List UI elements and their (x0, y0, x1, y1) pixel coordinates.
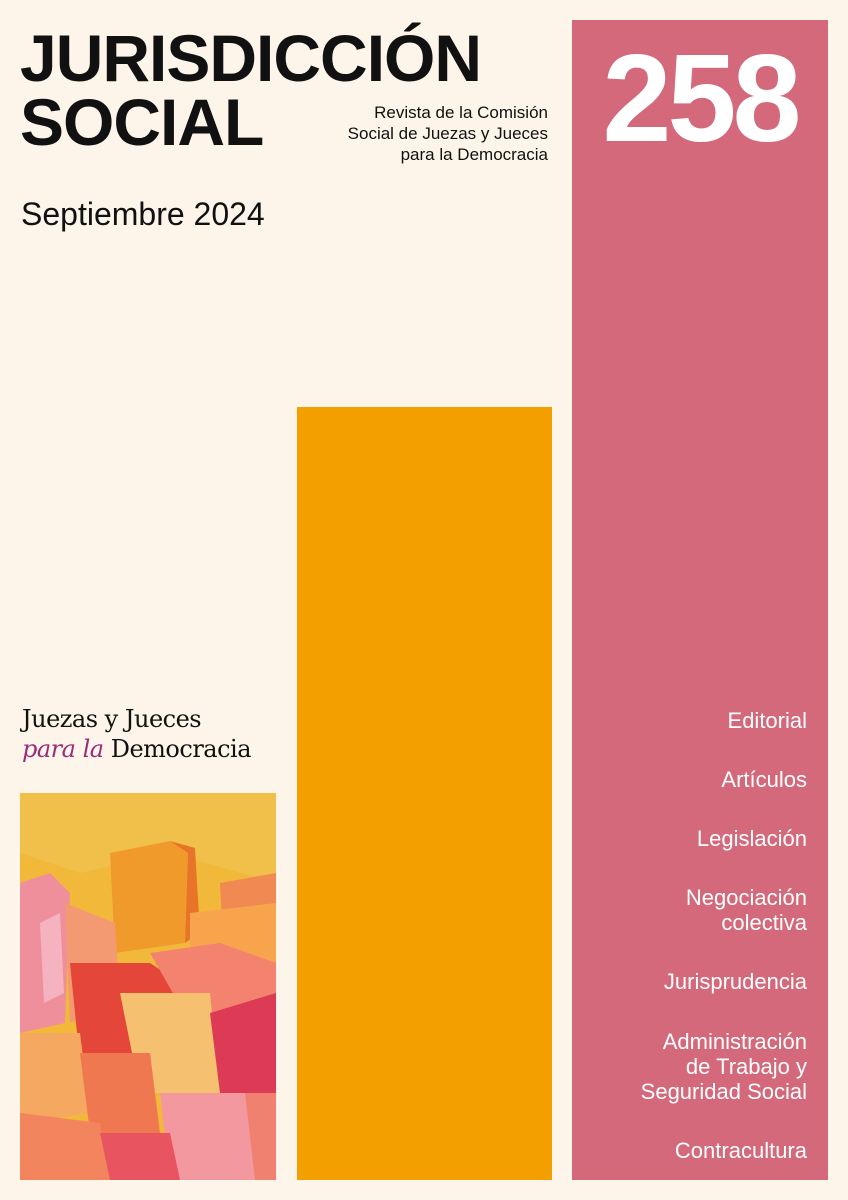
section-line: de Trabajo y (685, 1054, 807, 1079)
subtitle-line: para la Democracia (400, 145, 548, 164)
issue-panel (572, 20, 828, 1180)
logo-word: Democracia (110, 735, 252, 763)
logo-italic: para la (22, 735, 104, 763)
section[interactable]: Editorial (728, 708, 807, 733)
section[interactable]: Contracultura (675, 1138, 807, 1163)
section-line: Legislación (696, 826, 807, 851)
issue-number: 258 (602, 30, 802, 168)
section-line: Administración (662, 1029, 807, 1054)
subtitle-line: Revista de la Comisión (374, 103, 548, 122)
section[interactable]: Artículos (721, 767, 807, 792)
section-line: Editorial (727, 708, 807, 733)
section[interactable]: Negociación colectiva (686, 885, 807, 935)
subtitle-line: Social de Juezas y Jueces (347, 124, 548, 143)
section-line: colectiva (721, 910, 807, 935)
date: Septiembre 2024 (21, 196, 265, 232)
section[interactable]: Jurisprudencia (664, 969, 807, 994)
section-line: Artículos (721, 767, 807, 792)
title-line: SOCIAL (20, 85, 264, 159)
section-line: Contracultura (674, 1138, 807, 1163)
section-line: Negociación (685, 885, 807, 910)
title: JURISDICCIÓN SOCIAL (20, 21, 482, 159)
title-line: JURISDICCIÓN (20, 21, 482, 95)
subtitle: Revista de la Comisión Social de Juezas … (348, 102, 548, 165)
orange-panel (297, 407, 552, 1180)
logo: Juezas y Jueces para la Democracia (22, 704, 252, 764)
section-line: Jurisprudencia (663, 969, 807, 994)
logo-bottom: para la Democracia (22, 734, 252, 764)
logo-top: Juezas y Jueces (22, 705, 202, 733)
section[interactable]: Legislación (697, 826, 807, 851)
section[interactable]: Administración de Trabajo y Seguridad Soci… (641, 1029, 807, 1104)
section-line: Seguridad Social (640, 1079, 807, 1104)
painting (20, 793, 276, 1180)
